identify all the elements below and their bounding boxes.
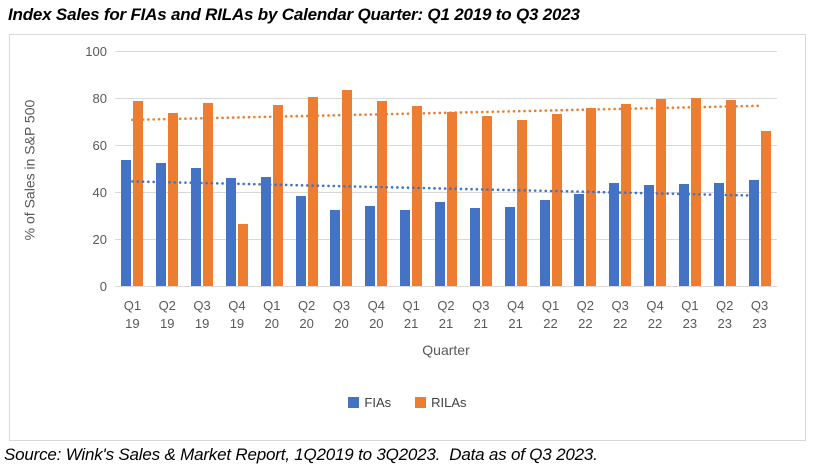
x-tick-label-Q1-22: Q1 22 <box>541 298 560 331</box>
bar-FIAs-Q4-21 <box>504 207 515 286</box>
x-tick-label-Q2-21: Q2 21 <box>437 298 455 331</box>
chart-title: Index Sales for FIAs and RILAs by Calend… <box>8 5 580 24</box>
legend-item-RILAs: RILAs <box>415 395 467 410</box>
bar-RILAs-Q3-21 <box>481 115 492 286</box>
bar-RILAs-Q1-22 <box>551 113 562 286</box>
y-tick-label-80: 80 <box>92 91 107 106</box>
bar-FIAs-Q3-19 <box>191 167 202 286</box>
legend-label-FIAs: FIAs <box>364 395 392 410</box>
bar-RILAs-Q1-23 <box>690 97 701 286</box>
bar-FIAs-Q1-21 <box>400 209 411 286</box>
bar-RILAs-Q4-22 <box>656 99 667 286</box>
bar-RILAs-Q3-22 <box>621 104 632 286</box>
legend-swatch-RILAs <box>415 397 427 408</box>
x-tick-label-Q3-21: Q3 21 <box>472 298 490 331</box>
bar-RILAs-Q1-20 <box>272 105 283 286</box>
bar-FIAs-Q1-20 <box>260 176 271 286</box>
bar-FIAs-Q4-20 <box>365 206 376 286</box>
x-tick-label-Q1-23: Q1 23 <box>681 298 699 331</box>
bar-FIAs-Q3-23 <box>748 179 759 286</box>
trendlines-layer <box>131 104 761 198</box>
bar-RILAs-Q3-20 <box>342 90 353 286</box>
y-tick-label-40: 40 <box>92 185 107 200</box>
bar-RILAs-Q2-20 <box>307 96 318 286</box>
legend-label-RILAs: RILAs <box>431 395 467 410</box>
gridline-40 <box>115 192 777 193</box>
bar-RILAs-Q1-19 <box>133 101 144 286</box>
bar-FIAs-Q1-22 <box>539 200 550 286</box>
x-tick-label-Q3-23: Q3 23 <box>750 298 769 331</box>
bar-FIAs-Q2-19 <box>156 162 167 286</box>
bar-RILAs-Q4-21 <box>516 120 527 286</box>
x-tick-label-Q4-22: Q4 22 <box>646 298 664 331</box>
x-tick-label-Q3-19: Q3 19 <box>193 298 211 331</box>
x-tick-label-Q2-22: Q2 22 <box>576 298 595 331</box>
source-note: Source: Wink's Sales & Market Report, 1Q… <box>4 445 598 464</box>
bar-RILAs-Q2-22 <box>586 107 597 286</box>
bar-FIAs-Q1-23 <box>678 184 689 286</box>
gridline-0 <box>115 286 777 287</box>
y-tick-label-20: 20 <box>92 232 107 247</box>
trendline-FIAs <box>131 180 761 198</box>
bar-RILAs-Q1-21 <box>412 106 423 286</box>
y-axis-title: % of Sales in S&P 500 <box>21 99 38 241</box>
bar-RILAs-Q2-21 <box>447 112 457 286</box>
gridline-80 <box>115 98 777 99</box>
x-tick-label-Q4-19: Q4 19 <box>228 298 246 331</box>
legend-swatch-FIAs <box>348 397 360 408</box>
bar-RILAs-Q4-19 <box>237 224 248 286</box>
gridline-100 <box>115 51 777 52</box>
x-tick-label-Q2-19: Q2 19 <box>158 298 176 331</box>
gridline-60 <box>115 145 777 146</box>
x-tick-label-Q4-20: Q4 20 <box>367 298 385 331</box>
y-tick-label-100: 100 <box>85 44 107 59</box>
y-tick-label-0: 0 <box>99 279 107 294</box>
bar-FIAs-Q1-19 <box>121 160 132 286</box>
plot-area <box>115 51 777 287</box>
bar-RILAs-Q2-23 <box>725 100 736 286</box>
x-tick-label-Q3-20: Q3 20 <box>332 298 351 331</box>
bar-FIAs-Q2-22 <box>574 194 585 286</box>
legend: FIAs RILAs <box>10 395 805 410</box>
bar-FIAs-Q2-21 <box>435 202 445 286</box>
x-tick-label-Q2-23: Q2 23 <box>716 298 734 331</box>
x-tick-label-Q1-19: Q1 19 <box>123 298 142 331</box>
bar-FIAs-Q4-19 <box>225 177 236 286</box>
bar-RILAs-Q3-23 <box>760 131 771 286</box>
bar-FIAs-Q3-21 <box>469 208 480 286</box>
legend-item-FIAs: FIAs <box>348 395 391 410</box>
bar-FIAs-Q2-20 <box>295 196 306 286</box>
x-tick-label-Q3-22: Q3 22 <box>611 298 629 331</box>
bar-FIAs-Q2-23 <box>713 182 724 286</box>
x-tick-label-Q1-21: Q1 21 <box>402 298 420 331</box>
chart-frame: % of Sales in S&P 500 0 20 40 60 80 100 Q1 19… <box>9 34 806 441</box>
bar-RILAs-Q4-20 <box>377 100 388 286</box>
bar-FIAs-Q4-22 <box>644 184 655 286</box>
bar-RILAs-Q3-19 <box>203 103 214 286</box>
bar-FIAs-Q3-22 <box>609 182 620 286</box>
gridline-20 <box>115 239 777 240</box>
bar-RILAs-Q2-19 <box>168 113 179 286</box>
x-tick-label-Q1-20: Q1 20 <box>263 298 281 331</box>
trendline-RILAs <box>131 104 761 122</box>
x-tick-label-Q4-21: Q4 21 <box>506 298 525 331</box>
x-tick-label-Q2-20: Q2 20 <box>297 298 316 331</box>
x-axis-title: Quarter <box>422 342 470 358</box>
y-tick-label-60: 60 <box>92 138 107 153</box>
bar-FIAs-Q3-20 <box>330 209 341 286</box>
